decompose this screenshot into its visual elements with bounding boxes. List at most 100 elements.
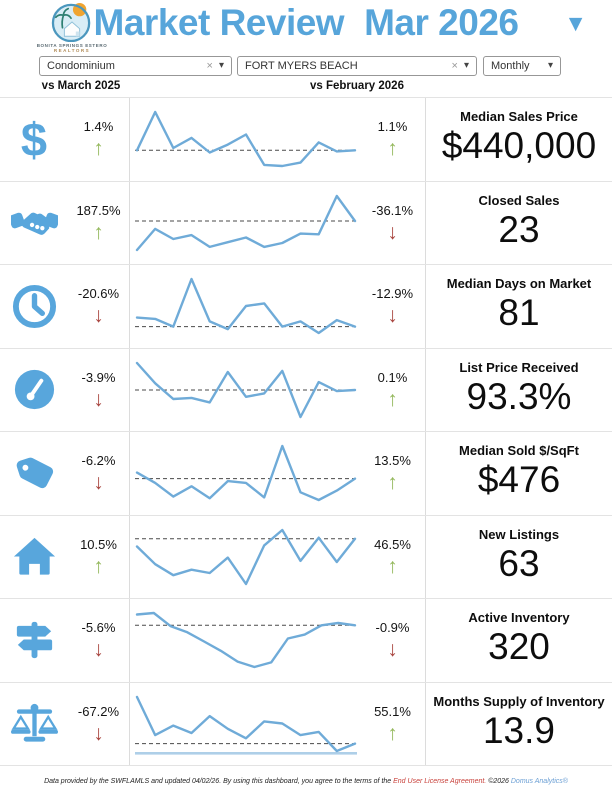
trend-down-icon: ↓ <box>93 304 104 328</box>
sparkline-chart <box>129 98 360 181</box>
yoy-pct: -6.2% <box>81 453 116 469</box>
tag-icon <box>11 450 58 497</box>
page-title: Market Review Mar 2026 <box>0 2 612 44</box>
frequency-value: Monthly <box>491 60 530 72</box>
brokerage-logo: BONITA SPRINGS ESTERO REALTORS <box>26 2 118 53</box>
property-type-filter[interactable]: Condominium × ▾ <box>39 56 232 76</box>
metric-value: 81 <box>498 292 540 333</box>
yoy-column-header: vs March 2025 <box>41 80 121 92</box>
trend-line <box>135 278 357 335</box>
brokerage-logo-icon <box>51 2 91 42</box>
metric-row: -6.2% ↓ 13.5% ↑ Median Sold $/SqFt $476 <box>0 432 612 516</box>
metric-value: 93.3% <box>466 375 572 417</box>
sparkline-chart <box>129 599 360 682</box>
title-dropdown-caret-icon[interactable]: ▼ <box>564 10 587 36</box>
clear-filter-icon[interactable]: × <box>206 60 213 72</box>
yoy-change: -3.9% ↓ <box>68 349 129 432</box>
yoy-change: -67.2% ↓ <box>68 683 129 766</box>
mom-pct: 13.5% <box>374 453 411 469</box>
logo-org-name: BONITA SPRINGS ESTERO <box>36 43 108 48</box>
metric-value: 63 <box>498 542 540 584</box>
trend-down-icon: ↓ <box>387 638 398 662</box>
mom-column-header: vs February 2026 <box>310 80 404 92</box>
trend-down-icon: ↓ <box>387 220 398 244</box>
sparkline-chart <box>129 432 360 515</box>
caret-down-icon[interactable]: ▾ <box>547 60 553 71</box>
yoy-change: 1.4% ↑ <box>68 98 129 181</box>
location-filter[interactable]: FORT MYERS BEACH × ▾ <box>237 56 477 76</box>
caret-down-icon[interactable]: ▾ <box>463 60 469 71</box>
clear-filter-icon[interactable]: × <box>451 60 458 72</box>
mom-pct: 55.1% <box>374 703 411 719</box>
trend-up-icon: ↑ <box>387 137 398 161</box>
metric-row: $ 1.4% ↑ 1.1% ↑ Median Sales Price $440,… <box>0 98 612 182</box>
trend-up-icon: ↑ <box>93 554 104 578</box>
eula-link[interactable]: End User License Agreement. <box>393 778 487 785</box>
mom-change: 55.1% ↑ <box>360 683 425 766</box>
metric-name: Months Supply of Inventory <box>433 693 605 709</box>
mom-pct: 1.1% <box>377 119 408 135</box>
sparkline-chart <box>129 265 360 348</box>
trend-down-icon: ↓ <box>93 721 104 745</box>
mom-change: -0.9% ↓ <box>360 599 425 682</box>
mom-change: 46.5% ↑ <box>360 516 425 599</box>
metric-name: Median Sold $/SqFt <box>459 443 579 458</box>
footer-disclaimer: Data provided by the SWFLAMLS and update… <box>0 778 612 785</box>
metric-row: -5.6% ↓ -0.9% ↓ Active Inventory 320 <box>0 599 612 683</box>
trend-line <box>135 111 357 168</box>
footer-text: Data provided by the SWFLAMLS and update… <box>44 778 394 785</box>
sparkline-chart <box>129 515 360 598</box>
metrics-table: $ 1.4% ↑ 1.1% ↑ Median Sales Price $440,… <box>0 97 612 766</box>
metric-row: 10.5% ↑ 46.5% ↑ New Listings 63 <box>0 515 612 599</box>
metric-summary: Median Days on Market 81 <box>425 265 612 348</box>
metric-name: New Listings <box>478 526 560 542</box>
caret-down-icon[interactable]: ▾ <box>218 60 224 71</box>
yoy-pct: -5.6% <box>81 620 116 636</box>
property-type-value: Condominium <box>47 60 115 72</box>
domus-analytics-link[interactable]: Domus Analytics® <box>510 778 568 785</box>
mom-pct: 0.1% <box>377 369 408 385</box>
trend-down-icon: ↓ <box>93 471 104 495</box>
mom-change: 1.1% ↑ <box>360 98 425 181</box>
yoy-pct: 10.5% <box>80 536 117 552</box>
metric-name: Closed Sales <box>478 192 560 208</box>
metric-row: -20.6% ↓ -12.9% ↓ Median Days on Market … <box>0 265 612 349</box>
dollar-icon: $ <box>20 112 48 166</box>
trend-up-icon: ↑ <box>93 137 104 161</box>
yoy-change: -20.6% ↓ <box>68 265 129 348</box>
clock-icon <box>11 283 58 330</box>
mom-pct: -12.9% <box>371 286 414 302</box>
scales-icon <box>10 700 58 747</box>
trend-down-icon: ↓ <box>93 638 104 662</box>
trend-up-icon: ↑ <box>387 387 398 411</box>
metric-summary: New Listings 63 <box>425 515 612 598</box>
yoy-pct: 187.5% <box>76 202 121 218</box>
trend-up-icon: ↑ <box>93 220 104 244</box>
metric-value: $476 <box>477 459 561 500</box>
yoy-change: 10.5% ↑ <box>68 516 129 599</box>
metric-name: Median Sales Price <box>460 109 578 124</box>
trend-line <box>135 612 357 669</box>
gauge-icon <box>11 366 58 413</box>
mom-pct: -36.1% <box>371 202 414 218</box>
handshake-icon <box>10 199 58 246</box>
metric-value: $440,000 <box>441 125 597 166</box>
trend-up-icon: ↑ <box>387 554 398 578</box>
page-title-period: Mar 2026 <box>364 2 519 43</box>
metric-value: 13.9 <box>482 709 555 751</box>
frequency-filter[interactable]: Monthly ▾ <box>483 56 561 76</box>
sparkline-chart <box>129 181 360 264</box>
metric-name: Active Inventory <box>468 610 570 625</box>
metric-summary: Closed Sales 23 <box>425 181 612 264</box>
metric-row: -67.2% ↓ 55.1% ↑ Months Supply of Invent… <box>0 682 612 766</box>
metric-name: Median Days on Market <box>446 276 592 291</box>
trend-up-icon: ↑ <box>387 721 398 745</box>
axis-baseline <box>135 751 357 755</box>
metric-summary: Months Supply of Inventory 13.9 <box>425 682 612 765</box>
mom-change: -36.1% ↓ <box>360 182 425 265</box>
trend-down-icon: ↓ <box>93 387 104 411</box>
yoy-pct: -67.2% <box>77 703 120 719</box>
metric-value: 320 <box>488 626 550 667</box>
yoy-pct: -3.9% <box>81 369 116 385</box>
